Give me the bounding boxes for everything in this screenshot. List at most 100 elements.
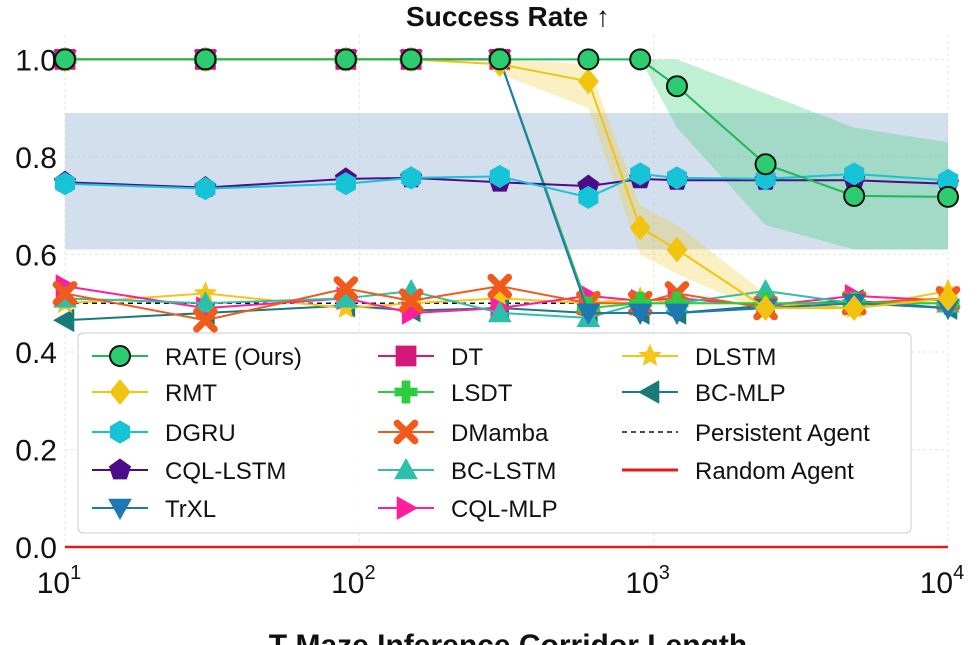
legend-label: DMamba [451, 420, 549, 447]
y-tick-label: 1.0 [15, 44, 57, 77]
legend-entry: Random Agent [622, 458, 854, 485]
data-point [400, 48, 423, 71]
data-point [629, 48, 652, 71]
data-point [844, 162, 865, 186]
series-rate-ours [54, 48, 959, 208]
data-point [52, 308, 75, 333]
data-point [394, 457, 418, 480]
y-tick-label: 0.6 [15, 239, 57, 272]
legend-entry: DT [378, 344, 483, 371]
legend-label: RMT [165, 380, 217, 407]
data-point [108, 498, 132, 521]
y-tick-label: 0.2 [15, 434, 57, 467]
data-point [843, 184, 866, 207]
confidence-band [640, 59, 948, 250]
data-point-stroke [393, 419, 419, 445]
data-point [194, 48, 217, 71]
legend-label: BC-MLP [695, 380, 786, 407]
legend-label: TrXL [165, 496, 216, 523]
x-tick-label: 103 [625, 562, 670, 600]
data-point [666, 166, 687, 190]
legend-entry: DLSTM [622, 343, 776, 371]
legend-label: BC-LSTM [451, 458, 556, 485]
data-point [638, 343, 662, 366]
data-point [108, 458, 132, 480]
x-tick-label: 102 [331, 562, 376, 600]
legend-label: DGRU [165, 420, 236, 447]
data-point [937, 285, 959, 312]
data-point [666, 236, 688, 263]
data-point-stroke [52, 281, 78, 306]
legend-label: CQL-LSTM [165, 458, 286, 485]
data-point [487, 300, 512, 323]
legend-label: DLSTM [695, 344, 776, 371]
legend-entry: Persistent Agent [622, 420, 870, 447]
legend-entry: BC-LSTM [378, 457, 556, 485]
data-point [394, 380, 418, 404]
legend-label: Persistent Agent [695, 420, 870, 447]
data-point [754, 153, 777, 176]
data-point [396, 496, 419, 520]
legend-entry: BC-MLP [622, 380, 786, 407]
y-tick-label: 0.4 [15, 337, 57, 370]
data-point [193, 291, 218, 313]
data-point [334, 48, 357, 71]
legend-entry: DGRU [92, 420, 236, 447]
data-point [195, 177, 216, 201]
data-point-stroke [398, 288, 424, 314]
data-point [665, 303, 689, 325]
legend-entry: RMT [92, 379, 217, 407]
data-point [335, 172, 356, 196]
data-point [637, 380, 660, 404]
data-point-stroke [487, 273, 513, 299]
data-point [109, 379, 131, 405]
data-point [395, 345, 417, 367]
data-point [665, 75, 688, 98]
data-point [54, 172, 76, 196]
data-point [578, 185, 599, 209]
data-point [937, 185, 959, 208]
data-point [755, 295, 777, 321]
data-point [401, 166, 422, 190]
data-point-stroke [193, 307, 218, 333]
data-point [629, 214, 651, 241]
legend: RATE (Ours) RMT DGRU CQL-LSTM TrXL DT LSDT DMam… [77, 332, 912, 534]
x-tick-label: 104 [920, 562, 965, 600]
legend-entry: TrXL [92, 496, 216, 523]
x-axis-label: T-Maze Inference Corridor Length [269, 629, 747, 645]
data-point [333, 276, 359, 301]
data-point [487, 273, 513, 299]
data-point [576, 303, 601, 325]
data-point [630, 162, 651, 186]
data-point [577, 48, 600, 71]
legend-label: RATE (Ours) [165, 344, 302, 371]
data-point [489, 164, 510, 188]
legend-entry: CQL-LSTM [92, 458, 286, 485]
data-point [52, 281, 78, 306]
legend-entry: DMamba [378, 419, 549, 447]
legend-entry: LSDT [378, 380, 513, 407]
legend-label: DT [451, 344, 483, 371]
data-point [109, 345, 131, 367]
legend-label: CQL-MLP [451, 496, 558, 523]
series-lines [52, 46, 961, 549]
legend-entry: RATE (Ours) [92, 344, 302, 371]
data-point [577, 68, 599, 95]
confidence-band [499, 59, 766, 313]
axis-ticks: 0.0 0.2 0.4 0.6 0.8 1.0 101 102 103 104 [15, 44, 964, 600]
y-tick-label: 0.8 [15, 142, 57, 175]
legend-label: LSDT [451, 380, 513, 407]
x-tick-label: 101 [37, 562, 82, 600]
legend-entry: CQL-MLP [378, 496, 558, 523]
data-point [393, 419, 419, 445]
data-point [398, 288, 424, 314]
data-point [54, 48, 76, 71]
data-point [488, 48, 511, 71]
y-tick-label: 0.0 [15, 532, 57, 565]
legend-box [77, 332, 912, 534]
data-point [843, 295, 865, 321]
chart-title: Success Rate ↑ [406, 1, 610, 32]
data-point [109, 420, 131, 444]
